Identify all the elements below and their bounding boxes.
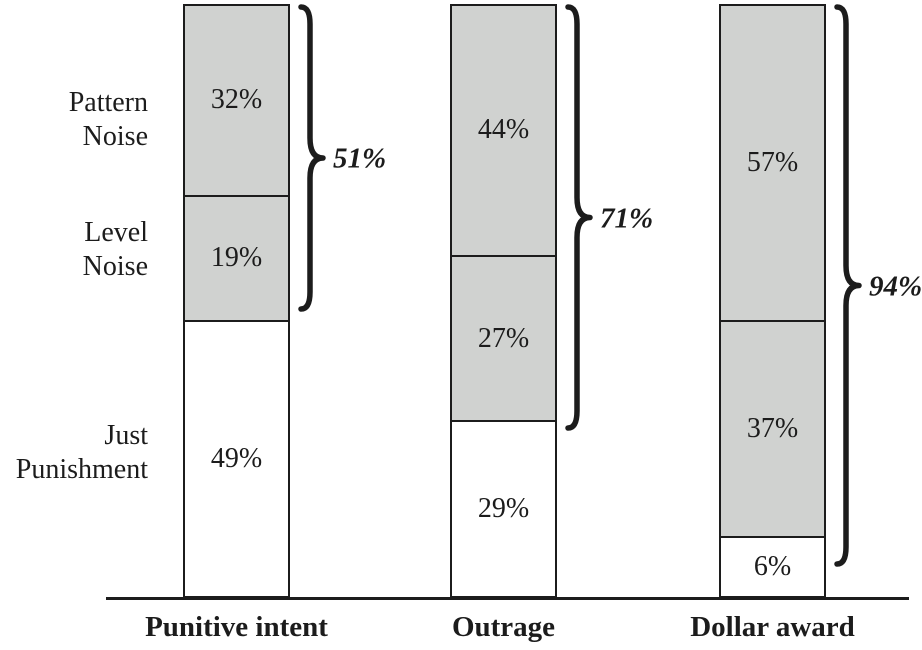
segment-value-label: 44% bbox=[477, 114, 530, 146]
segment-value-label: 37% bbox=[746, 413, 799, 444]
noise-total-brace-icon bbox=[565, 4, 593, 431]
category-label-outrage: Outrage bbox=[451, 611, 556, 643]
segment-pattern-noise: 32% bbox=[185, 6, 288, 195]
segment-level-noise: 37% bbox=[721, 320, 824, 536]
row-label-just-punishment: Just Punishment bbox=[0, 419, 148, 487]
segment-value-label: 49% bbox=[210, 443, 263, 474]
segment-just-punishment: 29% bbox=[452, 420, 555, 596]
category-label-punitive-intent: Punitive intent bbox=[145, 611, 328, 643]
segment-just-punishment: 6% bbox=[721, 535, 824, 596]
segment-level-noise: 27% bbox=[452, 254, 555, 421]
segment-value-label: 32% bbox=[210, 84, 263, 116]
noise-total-value-label: 71% bbox=[600, 202, 654, 234]
segment-value-label: 29% bbox=[477, 493, 530, 525]
row-label-line: Noise bbox=[82, 251, 148, 282]
noise-total-brace-icon bbox=[298, 4, 326, 312]
row-label-line: Just bbox=[104, 420, 148, 451]
noise-total-brace-icon bbox=[834, 4, 862, 567]
noise-total-value-label: 51% bbox=[333, 142, 387, 175]
row-label-pattern-noise: Pattern Noise bbox=[0, 86, 148, 154]
stacked-bar-outrage: 44% 27% 29% bbox=[450, 4, 557, 598]
row-label-line: Pattern bbox=[68, 87, 148, 118]
segment-pattern-noise: 44% bbox=[452, 6, 555, 255]
row-label-level-noise: Level Noise bbox=[0, 216, 148, 284]
noise-total-value-label: 94% bbox=[869, 270, 922, 302]
stacked-bar-dollar-award: 57% 37% 6% bbox=[719, 4, 826, 598]
row-label-line: Noise bbox=[82, 121, 148, 152]
segment-value-label: 27% bbox=[477, 322, 530, 354]
segment-just-punishment: 49% bbox=[185, 320, 288, 596]
segment-value-label: 57% bbox=[746, 147, 799, 179]
segment-value-label: 19% bbox=[210, 242, 263, 274]
segment-pattern-noise: 57% bbox=[721, 6, 824, 321]
row-label-line: Level bbox=[84, 217, 148, 248]
x-axis-line bbox=[106, 597, 909, 600]
stacked-bar-punitive-intent: 32% 19% 49% bbox=[183, 4, 290, 598]
segment-level-noise: 19% bbox=[185, 194, 288, 321]
category-label-dollar-award: Dollar award bbox=[690, 611, 855, 643]
row-label-line: Punishment bbox=[15, 454, 148, 485]
segment-value-label: 6% bbox=[753, 550, 792, 582]
